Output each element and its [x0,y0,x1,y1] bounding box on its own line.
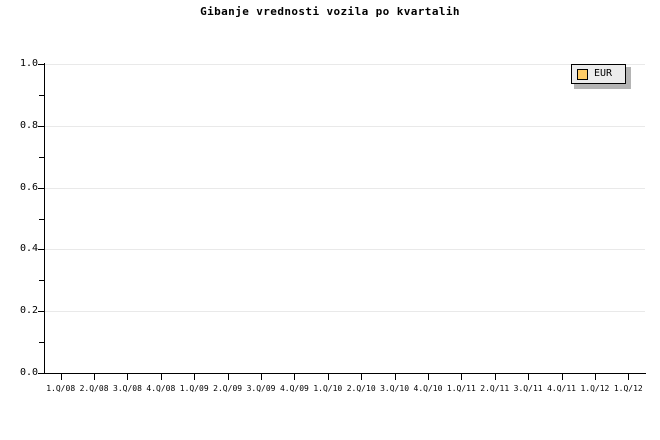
x-axis-tick [261,374,262,380]
y-axis-tick-label: 1.0 [19,58,38,69]
x-axis-tick [94,374,95,380]
y-axis-line [44,63,45,374]
y-axis-tick-label: 0.0 [19,367,38,378]
gridline-horizontal [45,188,645,189]
x-axis-tick-label: 3.Q/10 [380,384,410,393]
legend-entry-label: EUR [594,68,613,79]
chart-title: Gibanje vrednosti vozila po kvartalih [200,5,460,18]
x-axis-tick-label: 4.Q/10 [413,384,443,393]
y-axis-tick-minor [39,157,44,158]
y-axis-tick-minor [39,95,44,96]
x-axis-tick [361,374,362,380]
x-axis-tick [461,374,462,380]
x-axis-tick [562,374,563,380]
x-axis-tick-label: 1.Q/11 [446,384,476,393]
x-axis-tick [595,374,596,380]
x-axis-line [44,373,646,374]
x-axis-tick [194,374,195,380]
y-axis-tick-major [38,249,44,250]
y-axis-tick-major [38,188,44,189]
x-axis-tick-label: 1.Q/12 [580,384,610,393]
y-axis-tick-minor [39,280,44,281]
legend[interactable]: EUR [571,64,626,84]
x-axis-tick-label: 2.Q/09 [213,384,243,393]
x-axis-tick-label: 4.Q/08 [146,384,176,393]
x-axis-tick [228,374,229,380]
x-axis-tick [61,374,62,380]
gridline-horizontal [45,249,645,250]
x-axis-tick [328,374,329,380]
y-axis-tick-label: 0.2 [19,305,38,316]
x-axis-tick-label: 2.Q/10 [346,384,376,393]
x-axis-tick-label: 3.Q/08 [113,384,142,393]
x-axis-tick [628,374,629,380]
x-axis-tick [428,374,429,380]
y-axis-tick-minor [39,342,44,343]
y-axis-tick-major [38,64,44,65]
x-axis-tick-label: 1.Q/12 [613,384,643,393]
x-axis-tick-label: 2.Q/11 [480,384,510,393]
y-axis-tick-major [38,126,44,127]
gridline-horizontal [45,311,645,312]
gridline-horizontal [45,126,645,127]
y-axis-tick-label: 0.8 [19,120,38,131]
x-axis-tick-label: 4.Q/11 [547,384,576,393]
x-axis-tick [495,374,496,380]
x-axis-tick-label: 1.Q/08 [46,384,76,393]
y-axis-tick-minor [39,219,44,220]
x-axis-tick [161,374,162,380]
x-axis-tick-label: 2.Q/08 [79,384,109,393]
x-axis-tick [395,374,396,380]
x-axis-tick-label: 1.Q/09 [179,384,209,393]
x-axis-tick [294,374,295,380]
x-axis-tick [127,374,128,380]
gridline-horizontal [45,64,645,65]
y-axis-tick-major [38,373,44,374]
y-axis-tick-major [38,311,44,312]
x-axis-tick-label: 4.Q/09 [279,384,309,393]
plot-area [44,64,645,373]
y-axis-tick-label: 0.4 [19,243,38,254]
x-axis-tick [528,374,529,380]
y-axis-tick-label: 0.6 [19,182,38,193]
x-axis-tick-label: 3.Q/09 [246,384,276,393]
x-axis-tick-label: 3.Q/11 [513,384,543,393]
color-swatch-icon [577,68,588,80]
x-axis-tick-label: 1.Q/10 [313,384,343,393]
